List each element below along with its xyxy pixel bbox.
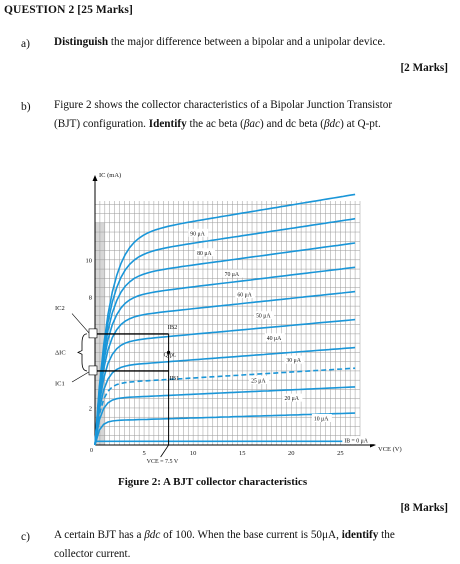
vce-leader [160, 444, 169, 458]
ic2-label: IC2 [55, 305, 65, 312]
axis-value-box [88, 328, 98, 339]
question-a-rest: the major difference between a bipolar a… [108, 36, 386, 48]
delta-ic-label: ΔIC [55, 349, 66, 356]
ib1-label: IB1 [170, 375, 180, 382]
vce-label: VCE = 7.5 V [147, 459, 179, 465]
ib-curve [94, 386, 356, 446]
curve-label-bg [282, 393, 303, 402]
x-tick-label: 5 [142, 450, 145, 457]
delta-ic-brace [77, 333, 88, 372]
ib-curve [94, 266, 356, 446]
ib-curve [94, 318, 356, 446]
chart-curves [94, 193, 356, 446]
curve-label: 25 μA [251, 379, 266, 385]
question-b-text: Figure 2 shows the collector characteris… [54, 96, 454, 134]
question-b-label: b) [21, 101, 31, 113]
question-c-line1-post: the [378, 529, 395, 541]
ic2-leader [71, 313, 90, 334]
x-tick-label: 10 [190, 450, 197, 457]
y-tick-label: 8 [89, 294, 92, 301]
curve-label: 50 μA [256, 314, 271, 320]
y-axis-arrow [92, 175, 98, 181]
ib-curve [94, 217, 356, 446]
curve-label-bg [188, 228, 209, 237]
x-tick-label: 20 [288, 450, 295, 457]
curve-label-bg [284, 355, 305, 364]
y-axis-label: IC (mA) [99, 172, 121, 179]
curve-label-bg [264, 333, 285, 342]
question-c-line1-bold: identify [341, 529, 379, 541]
y-tick-label: 2 [89, 405, 92, 412]
curve-label-bg [222, 269, 243, 278]
curve-label: 30 μA [286, 358, 301, 364]
question-b-marks: [8 Marks] [400, 502, 448, 514]
beta-dc-symbol-c: βdc [144, 529, 161, 541]
question-heading: QUESTION 2 [25 Marks] [4, 4, 133, 16]
ib-curve [94, 290, 356, 446]
figure-caption: Figure 2: A BJT collector characteristic… [118, 476, 308, 488]
curve-label: 80 μA [197, 251, 212, 257]
question-c-line2: collector current. [54, 548, 131, 560]
curve-label-bg [249, 376, 270, 385]
ib-curve [94, 412, 356, 446]
chart-annotations: IB = 0 μA 10 μA 20 μA 25 μA 30 μA 40 μA 50 μA 6… [55, 228, 376, 465]
question-a-text: Distinguish the major difference between… [54, 33, 454, 52]
x-tick-label: 25 [337, 450, 344, 457]
ib-curve [94, 242, 356, 446]
question-b-line2-mid2: ) and dc beta ( [259, 118, 324, 130]
question-b-line2-post: ) at Q-pt. [340, 118, 381, 130]
question-b-line2-pre: (BJT) configuration. [54, 118, 149, 130]
origin-label: 0 [90, 448, 93, 454]
x-tick-label: 15 [239, 450, 246, 457]
q-point-marker [167, 350, 171, 355]
beta-dc-symbol: βdc [323, 118, 341, 130]
curve-label: 40 μA [267, 336, 282, 342]
question-b-line2-bold: Identify [148, 118, 187, 130]
question-c-line1-mid: of 100. When the base current is 50μA, [160, 529, 342, 541]
question-a-label: a) [21, 38, 30, 50]
curve-label-bg [195, 248, 216, 257]
chart-axes: IC (mA)VCE (V)0510152025246810 [86, 172, 402, 457]
x-axis-label: VCE (V) [378, 446, 402, 453]
question-b-line1: Figure 2 shows the collector characteris… [54, 99, 393, 111]
curve-label: 10 μA [314, 417, 329, 423]
ib2-label: IB2 [168, 324, 178, 331]
curve-label: 20 μA [284, 396, 299, 402]
question-b-line2-mid: the ac beta ( [186, 118, 244, 130]
question-c-line1: A certain BJT has a βdc of 100. When the… [54, 526, 454, 545]
curve-label: IB = 0 μA [344, 439, 368, 445]
ib-curve [94, 346, 356, 446]
beta-ac-symbol: βac [243, 118, 260, 130]
axis-value-box [88, 365, 98, 376]
question-a-marks: [2 Marks] [400, 62, 448, 74]
curve-label-bg [253, 311, 274, 320]
ib-curve [94, 367, 356, 446]
ib-curve [94, 193, 356, 446]
question-c-line1-pre: A certain BJT has a [54, 529, 145, 541]
curve-label-bg [342, 436, 376, 445]
chart-grid [95, 201, 361, 445]
qpt-label: Q-pt. [164, 352, 177, 358]
question-c-label: c) [21, 531, 30, 543]
question-b-line2: (BJT) configuration. Identify the ac bet… [54, 115, 454, 134]
curve-label-bg [311, 414, 332, 422]
curve-label: 70 μA [225, 272, 240, 278]
curve-label: 60 μA [237, 292, 252, 298]
question-c-text: A certain BJT has a βdc of 100. When the… [54, 526, 454, 564]
curve-label: 90 μA [190, 231, 205, 237]
y-tick-label: 10 [86, 257, 93, 264]
question-a-bold: Distinguish [54, 36, 109, 48]
ic1-label: IC1 [55, 381, 65, 388]
ic1-leader [71, 371, 90, 383]
curve-label-bg [235, 289, 256, 298]
